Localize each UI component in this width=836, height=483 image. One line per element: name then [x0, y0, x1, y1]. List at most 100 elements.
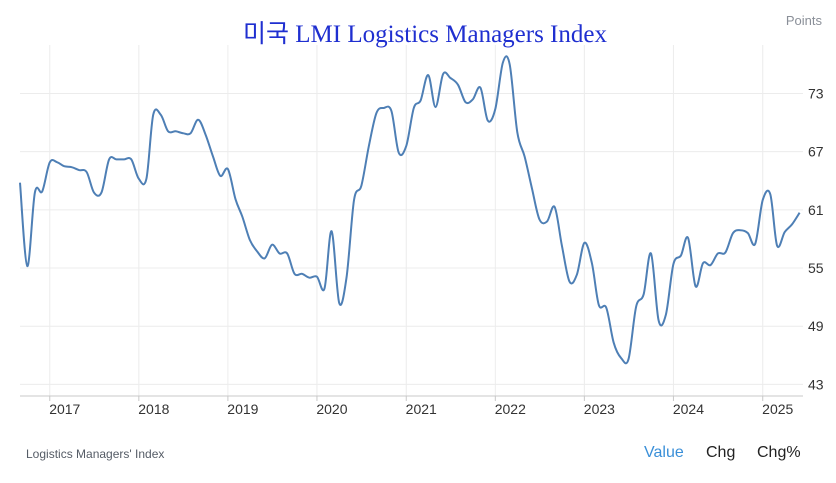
data-point — [322, 286, 327, 291]
data-point — [671, 262, 676, 267]
data-point — [144, 176, 149, 181]
data-point — [32, 190, 37, 195]
data-point — [25, 264, 30, 269]
data-point — [515, 130, 520, 135]
data-point — [396, 150, 401, 155]
series-layer — [18, 55, 802, 365]
data-point — [715, 251, 720, 256]
data-point — [292, 271, 297, 276]
change-percent-toggle[interactable]: Chg% — [757, 444, 801, 461]
data-point — [411, 106, 416, 111]
data-point — [611, 340, 616, 345]
data-point — [426, 73, 431, 78]
data-point — [151, 112, 156, 117]
x-tick-label: 2017 — [49, 401, 80, 417]
data-point — [604, 305, 609, 310]
data-point — [84, 170, 89, 175]
data-point — [344, 275, 349, 280]
data-point — [18, 180, 23, 185]
source-label: Logistics Managers' Index — [26, 447, 165, 461]
data-point — [649, 251, 654, 256]
data-point — [775, 243, 780, 248]
data-point — [760, 198, 765, 203]
x-tick-labels: 2017 2018 2019 2020 2021 2022 2023 2024 2025 — [49, 401, 793, 417]
data-point — [329, 229, 334, 234]
data-point — [55, 160, 60, 165]
data-point — [619, 356, 624, 361]
data-point — [277, 251, 282, 256]
data-point — [188, 131, 193, 136]
data-point — [62, 164, 67, 169]
y-tick-label: 61 — [808, 202, 824, 218]
data-point — [359, 183, 364, 188]
data-point — [107, 157, 112, 162]
data-point — [723, 250, 728, 255]
x-tick-label: 2020 — [316, 401, 347, 417]
y-tick-label: 67 — [808, 144, 824, 160]
data-point — [626, 357, 631, 362]
data-point — [641, 292, 646, 297]
data-point — [530, 187, 535, 192]
data-point — [441, 72, 446, 77]
data-point — [196, 117, 201, 122]
data-point — [485, 118, 490, 123]
y-tick-label: 49 — [808, 318, 824, 334]
y-tick-label: 55 — [808, 260, 824, 276]
data-point — [500, 60, 505, 65]
data-point — [181, 131, 186, 136]
data-point — [574, 272, 579, 277]
data-point — [99, 190, 104, 195]
data-point — [389, 108, 394, 113]
data-point — [433, 105, 438, 110]
data-point — [203, 132, 208, 137]
data-point — [352, 198, 357, 203]
data-point — [559, 243, 564, 248]
data-point — [69, 165, 74, 170]
data-point — [307, 275, 312, 280]
data-point — [552, 204, 557, 209]
data-point — [693, 284, 698, 289]
data-point — [211, 154, 216, 159]
data-point — [300, 271, 305, 276]
data-point — [314, 274, 319, 279]
data-point — [121, 157, 126, 162]
data-point — [173, 129, 178, 134]
data-point — [708, 263, 713, 268]
data-point — [270, 242, 275, 247]
y-tick-label: 73 — [808, 85, 824, 101]
data-point — [582, 240, 587, 245]
data-point — [448, 76, 453, 81]
data-point — [738, 228, 743, 233]
data-point — [567, 279, 572, 284]
data-point — [634, 304, 639, 309]
data-point — [136, 176, 141, 181]
data-point — [545, 219, 550, 224]
data-point — [470, 97, 475, 102]
x-tick-label: 2023 — [584, 401, 615, 417]
data-point — [218, 173, 223, 178]
data-point — [225, 167, 230, 172]
data-point — [166, 129, 171, 134]
data-point — [91, 190, 96, 195]
data-point — [790, 222, 795, 227]
series-line — [19, 55, 801, 365]
data-point — [47, 160, 52, 165]
value-toggle[interactable]: Value — [644, 444, 684, 461]
y-tick-labels: 43 49 55 61 67 73 — [808, 85, 824, 392]
data-point — [731, 231, 736, 236]
data-point — [285, 251, 290, 256]
data-point — [456, 82, 461, 87]
data-point — [463, 100, 468, 105]
change-toggle[interactable]: Chg — [706, 444, 736, 461]
data-point — [418, 98, 423, 103]
data-point — [589, 261, 594, 266]
data-point — [478, 85, 483, 90]
x-tick-label: 2022 — [495, 401, 526, 417]
data-point — [337, 300, 342, 305]
x-tick-label: 2018 — [138, 401, 169, 417]
data-point — [797, 210, 802, 215]
data-point — [374, 110, 379, 115]
data-point — [522, 154, 527, 159]
x-tick-label: 2024 — [673, 401, 704, 417]
